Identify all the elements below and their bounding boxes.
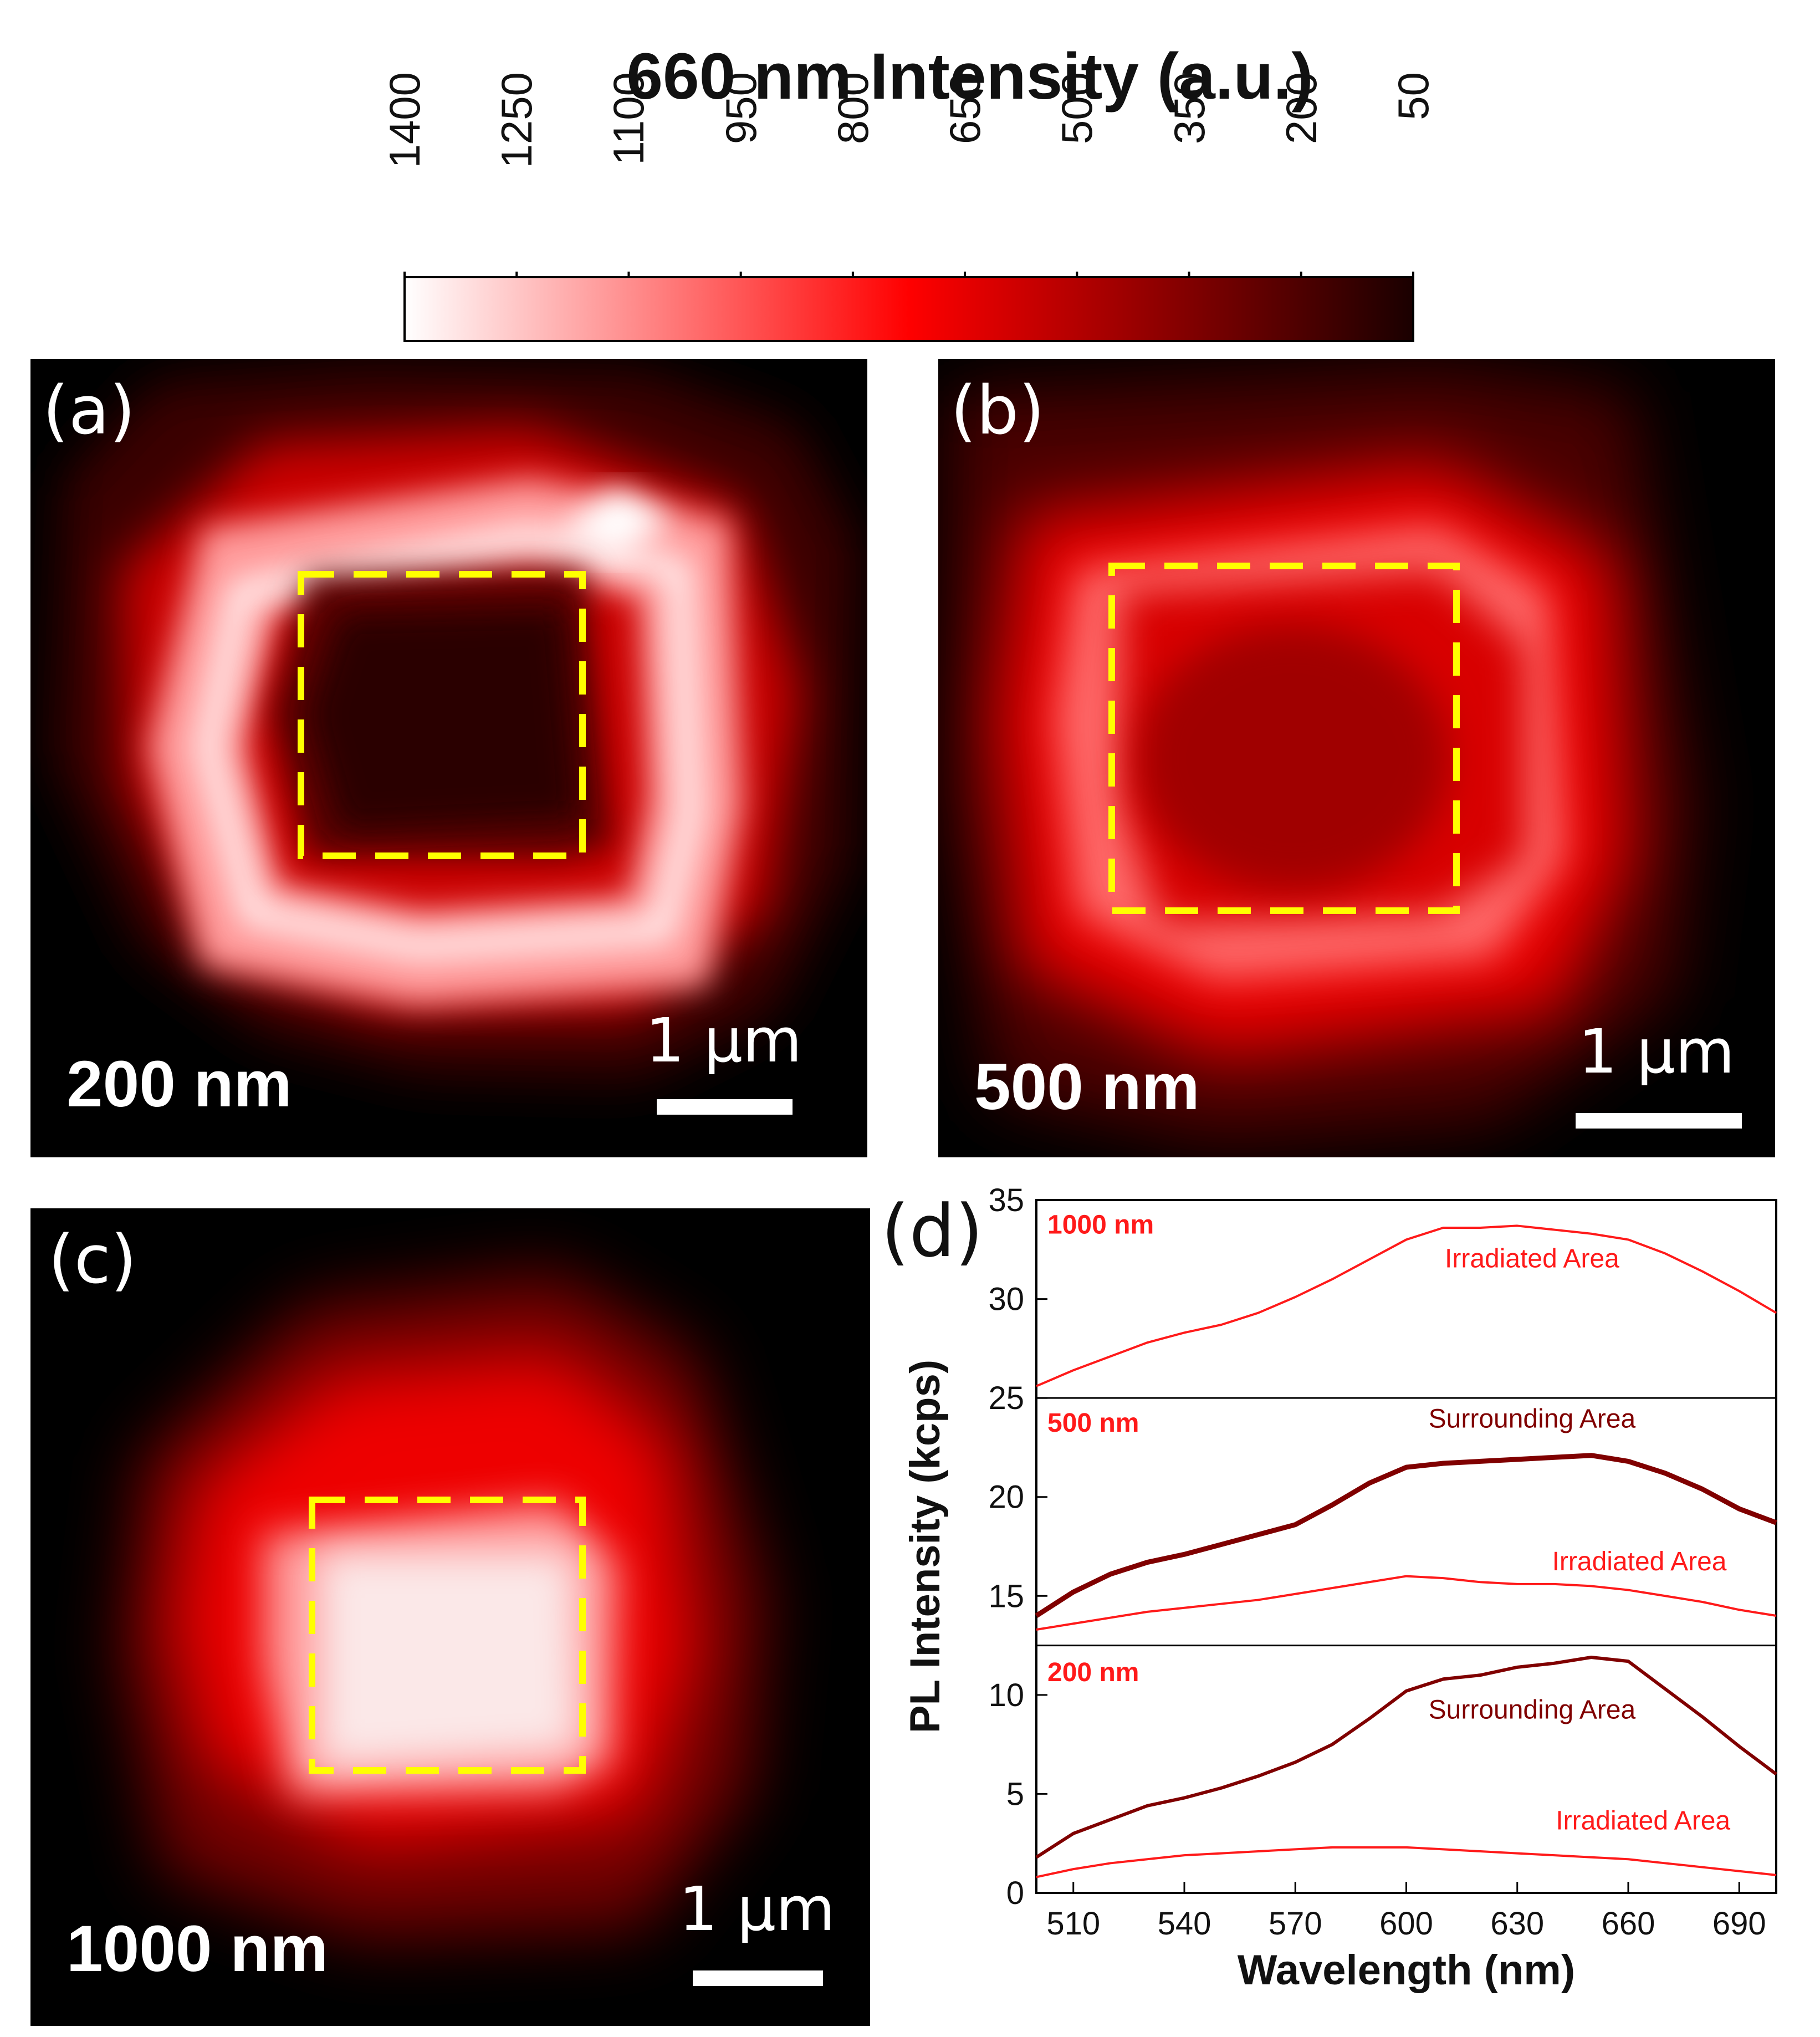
spectrum-line — [1036, 1846, 1777, 1878]
x-tick-label: 630 — [1490, 1906, 1544, 1942]
x-tick-label: 660 — [1602, 1906, 1655, 1942]
y-tick-label: 5 — [1006, 1776, 1024, 1812]
x-axis-label: Wavelength (nm) — [1238, 1947, 1575, 1994]
x-tick-label: 540 — [1158, 1906, 1211, 1942]
scale-label: 1 μm — [679, 1873, 836, 1944]
pl-spectra-plot: 510 540 570 600 630 660 690 0 5 10 15 20 25 30 35 1000 … — [887, 1175, 1818, 2034]
scale-bar — [657, 1099, 793, 1115]
panel-letter: (b) — [950, 372, 1045, 450]
y-tick-label: 0 — [1006, 1875, 1024, 1911]
spectrum-line — [1036, 1575, 1777, 1631]
panel-letter: (c) — [48, 1222, 137, 1299]
colorbar-title: 660 nm Intensity (a.u.) — [626, 40, 1313, 113]
colorbar-tick-label: 1100 — [604, 72, 653, 165]
pl-map-500nm — [944, 365, 1698, 1146]
series-label: Irradiated Area — [1556, 1806, 1730, 1836]
series-label: 200 nm — [1047, 1658, 1139, 1687]
pl-map-1000nm — [119, 1269, 768, 1940]
scale-bar — [693, 1970, 823, 1986]
y-axis-label: PL Intensity (kcps) — [902, 1360, 949, 1733]
spectrum-line — [1036, 1224, 1777, 1387]
x-tick-label: 570 — [1269, 1906, 1322, 1942]
y-tick-label: 10 — [988, 1677, 1024, 1713]
spectrum-line — [1035, 1453, 1777, 1618]
irradiated-area-box — [309, 1497, 586, 1774]
colorbar-tick-label: 800 — [828, 72, 877, 145]
panel-a: (a) 200 nm 1 μm — [30, 359, 867, 1157]
panel-letter-d: (d) — [881, 1189, 983, 1273]
y-tick-label: 25 — [988, 1380, 1024, 1416]
scale-label: 1 μm — [1578, 1016, 1735, 1087]
colorbar-tick-label: 500 — [1052, 72, 1102, 145]
irradiated-area-box — [298, 571, 586, 859]
plot-frame — [1035, 1199, 1777, 1894]
series-label: Surrounding Area — [1429, 1696, 1636, 1725]
colorbar-tick-label: 1400 — [380, 72, 429, 169]
y-tick-label: 30 — [988, 1282, 1024, 1318]
series-label: Irradiated Area — [1445, 1244, 1619, 1273]
y-tick-label: 15 — [988, 1578, 1024, 1614]
series-label: Irradiated Area — [1552, 1547, 1727, 1576]
colorbar-tick-label: 200 — [1276, 72, 1326, 145]
y-tick-label: 20 — [988, 1479, 1024, 1515]
series-label: 500 nm — [1047, 1408, 1139, 1438]
colorbar-tick-label: 650 — [940, 72, 990, 145]
spectrum-line — [1035, 1656, 1777, 1859]
y-tick-label: 35 — [988, 1182, 1024, 1218]
x-tick-label: 690 — [1712, 1906, 1766, 1942]
panel-b: (b) 500 nm 1 μm — [938, 359, 1775, 1157]
colorbar-tick-label: 350 — [1164, 72, 1214, 145]
series-label: 1000 nm — [1047, 1211, 1154, 1240]
colorbar-tick-label: 950 — [716, 72, 765, 145]
irradiated-area-box — [1108, 563, 1460, 914]
colorbar — [403, 272, 1414, 342]
pl-map-200nm — [53, 365, 856, 1080]
scale-bar — [1576, 1113, 1742, 1129]
scale-label: 1 μm — [646, 1005, 802, 1076]
x-tick-label: 600 — [1379, 1906, 1433, 1942]
thickness-label: 200 nm — [67, 1048, 292, 1121]
colorbar-tick-label: 50 — [1389, 72, 1438, 120]
colorbar-tick-label: 1250 — [492, 72, 541, 169]
x-tick-label: 510 — [1046, 1906, 1100, 1942]
thickness-label: 500 nm — [974, 1050, 1200, 1124]
panel-c: (c) 1000 nm 1 μm — [30, 1208, 870, 2026]
panel-letter: (a) — [43, 372, 136, 450]
thickness-label: 1000 nm — [67, 1912, 329, 1985]
series-label: Surrounding Area — [1429, 1405, 1636, 1434]
